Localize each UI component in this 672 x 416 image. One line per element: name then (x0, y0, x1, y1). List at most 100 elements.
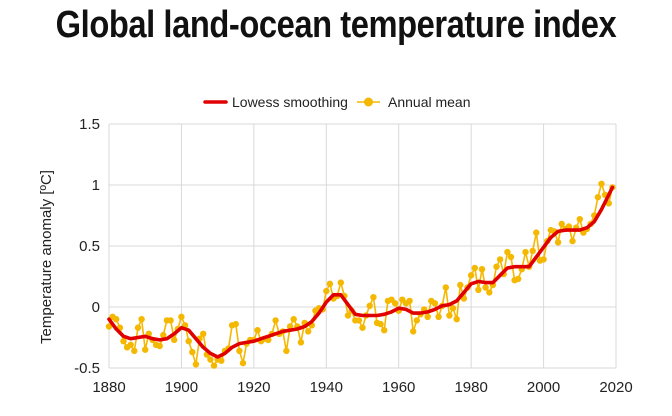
annual-mean-point (554, 239, 562, 246)
annual-mean-point (171, 336, 178, 344)
x-tick-labels: 1880 1900 1920 1940 1960 1980 2000 2020 (92, 379, 632, 396)
annual-mean-point (370, 294, 377, 301)
y-tick-label: -0.5 (74, 360, 100, 377)
annual-mean-point (366, 302, 373, 309)
annual-mean-point (565, 223, 573, 230)
annual-mean-point (493, 263, 500, 270)
annual-mean-point (515, 275, 522, 283)
annual-mean-point (355, 317, 363, 324)
annual-mean-point (326, 280, 334, 287)
annual-mean-point (442, 284, 449, 291)
annual-mean-point (210, 362, 218, 369)
annual-mean-point (131, 347, 138, 355)
chart-title: Global land-ocean temperature index (55, 4, 617, 46)
annual-mean-point (496, 256, 504, 263)
annual-mean-point (576, 216, 583, 223)
annual-mean-point (127, 341, 134, 348)
annual-mean-point (540, 256, 547, 263)
annual-mean-point (558, 220, 565, 228)
annual-mean-point (305, 328, 312, 335)
x-tick-label: 1980 (454, 379, 487, 396)
legend: Lowess smoothing Annual mean (203, 94, 471, 110)
annual-mean-point (272, 317, 279, 324)
annual-mean-point (529, 247, 536, 255)
annual-mean-point (594, 194, 602, 201)
x-tick-label: 2020 (599, 379, 632, 396)
annual-mean-point (467, 272, 475, 279)
annual-mean-point (138, 316, 145, 323)
annual-mean-point (120, 338, 127, 345)
annual-mean-point (413, 317, 420, 324)
annual-mean-point (533, 229, 540, 236)
annual-mean-point (486, 289, 493, 296)
annual-mean-point (156, 342, 163, 350)
annual-mean-point (569, 237, 576, 245)
annual-mean-point (431, 300, 439, 307)
annual-mean-point (377, 320, 384, 328)
grid (108, 123, 617, 369)
annual-mean-point (359, 324, 366, 331)
annual-mean-point (297, 339, 305, 346)
annual-mean-point (344, 312, 352, 319)
y-tick-label: 1.5 (79, 116, 100, 133)
annual-mean-point (482, 284, 489, 291)
annual-mean-point (142, 346, 149, 353)
lowess-series (107, 185, 615, 359)
legend-label-annual: Annual mean (388, 94, 471, 110)
annual-mean-point (471, 264, 478, 272)
y-axis-label: Temperature anomaly [ºC] (38, 170, 55, 344)
x-tick-label: 1960 (382, 379, 415, 396)
annual-mean-point (290, 316, 297, 323)
y-tick-label: 0.5 (79, 238, 100, 255)
annual-mean-point (286, 323, 294, 330)
annual-mean-point (160, 331, 167, 339)
annual-mean-point (391, 300, 399, 307)
annual-mean-point (435, 313, 442, 320)
annual-mean-point (167, 317, 174, 324)
annual-mean-point (504, 248, 511, 256)
annual-mean-point (453, 316, 460, 323)
y-tick-label: 1 (92, 177, 100, 194)
annual-mean-point (254, 327, 261, 334)
annual-mean-point (207, 356, 214, 363)
x-tick-label: 1940 (310, 379, 343, 396)
lowess-line (107, 185, 615, 359)
legend-label-lowess: Lowess smoothing (232, 94, 348, 110)
annual-mean-point (239, 359, 247, 367)
annual-mean-point (424, 313, 431, 320)
annual-mean-point (337, 279, 344, 286)
annual-mean-series (105, 180, 616, 369)
x-tick-label: 1900 (165, 379, 198, 396)
annual-mean-point (323, 287, 330, 295)
legend-marker-annual (364, 97, 373, 107)
annual-mean-point (200, 330, 207, 337)
annual-mean-point (113, 316, 120, 323)
annual-mean-point (178, 313, 185, 320)
annual-mean-point (446, 312, 453, 319)
annual-mean-point (457, 281, 464, 289)
annual-mean-line (108, 183, 614, 367)
annual-mean-point (232, 320, 239, 328)
annual-mean-point (475, 286, 482, 294)
annual-mean-point (522, 248, 529, 256)
annual-mean-point (410, 328, 417, 335)
annual-mean-point (381, 327, 388, 334)
annual-mean-point (192, 361, 200, 368)
annual-mean-point (598, 180, 605, 187)
annual-mean-point (449, 305, 457, 312)
annual-mean-point (105, 323, 113, 330)
annual-mean-point (134, 324, 142, 331)
annual-mean-point (507, 253, 515, 261)
annual-mean-point (406, 297, 413, 305)
annual-mean-point (478, 266, 486, 273)
x-tick-label: 2000 (527, 379, 560, 396)
annual-mean-point (283, 347, 290, 355)
annual-mean-point (218, 357, 225, 364)
y-tick-labels: 1.5 1 0.5 0 -0.5 (74, 116, 100, 377)
y-tick-label: 0 (92, 299, 100, 316)
x-tick-label: 1920 (237, 379, 270, 396)
annual-mean-point (236, 347, 243, 355)
x-tick-label: 1880 (92, 379, 125, 396)
annual-mean-point (189, 348, 196, 356)
